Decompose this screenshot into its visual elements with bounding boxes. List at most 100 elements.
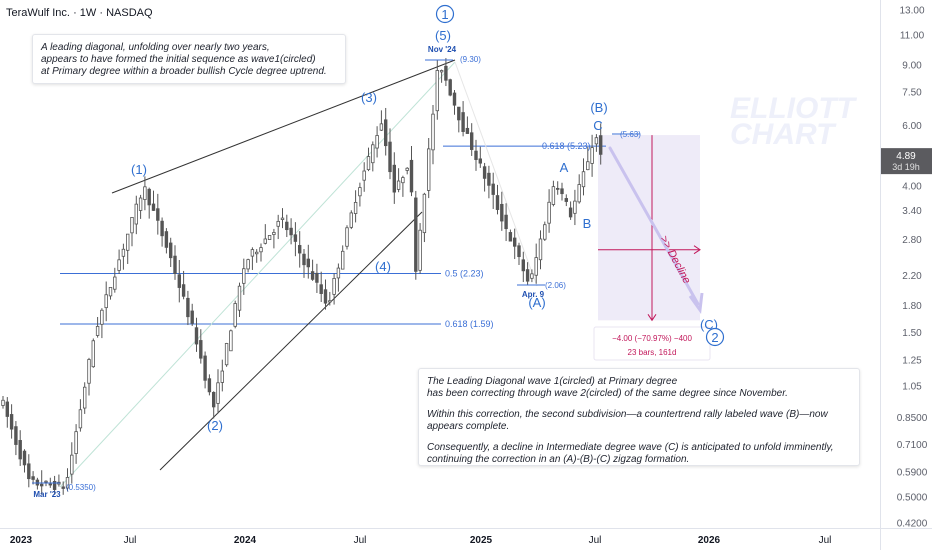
candle-body: [543, 224, 547, 240]
candle-body: [383, 119, 388, 147]
candle-body: [224, 343, 229, 366]
symbol-name[interactable]: TeraWulf Inc.: [6, 7, 70, 19]
candle-body: [285, 221, 289, 231]
pivot-date-label: Mar '23: [33, 490, 61, 499]
candle-body: [83, 386, 87, 409]
pivot-value-label: (0.5350): [66, 483, 96, 492]
candle-body: [168, 242, 173, 259]
candle-body: [353, 201, 358, 214]
watermark-line2: CHART: [730, 118, 837, 151]
wave-label: (A): [528, 295, 545, 310]
annotation-note-top[interactable]: A leading diagonal, unfolding over nearl…: [32, 34, 346, 84]
candle-body: [130, 217, 134, 234]
candle-body: [586, 161, 590, 171]
note-bottom-p3: Consequently, a decline in Intermediate …: [427, 442, 834, 465]
candle-body: [422, 193, 427, 234]
candle-body: [267, 235, 272, 240]
candle-body: [504, 214, 508, 230]
candle-body: [61, 486, 65, 489]
wave-label: A: [560, 160, 569, 175]
watermark-line1: ELLIOTT: [730, 92, 858, 125]
wave-1-guide: [59, 61, 456, 488]
candle-body: [487, 172, 491, 186]
projection-change: −4.00 (−70.97%) −400: [612, 334, 692, 343]
candle-body: [345, 227, 349, 247]
candle-body: [538, 238, 543, 261]
candle-body: [27, 463, 31, 480]
candle-body: [190, 310, 194, 324]
candle-body: [323, 289, 328, 304]
candle-body: [534, 257, 538, 276]
wave-label: C: [593, 118, 602, 133]
chart-header: TeraWulf Inc. · 1W · NASDAQ: [6, 7, 153, 19]
candle-body: [259, 247, 263, 253]
candle-body: [173, 255, 177, 274]
candle-body: [9, 414, 14, 430]
x-tick-label: 2026: [698, 535, 721, 546]
candle-body: [465, 127, 470, 134]
candle-body: [392, 164, 396, 193]
candle-body: [138, 197, 143, 211]
candle-body: [289, 227, 293, 236]
price-badge-value: 4.89: [896, 151, 916, 162]
y-tick-label: 0.4200: [897, 519, 928, 530]
candle-body: [491, 183, 495, 195]
candle-body: [310, 271, 315, 280]
x-tick-label: Jul: [819, 535, 832, 546]
candle-body: [293, 234, 298, 242]
wave-label: B: [583, 216, 592, 231]
candle-body: [117, 259, 121, 271]
price-badge: [881, 148, 932, 175]
candle-body: [147, 188, 151, 206]
candle-body: [164, 231, 169, 248]
wave-label: (4): [375, 259, 391, 274]
candle-body: [521, 259, 525, 272]
candle-body: [500, 203, 504, 222]
interval[interactable]: 1W: [79, 7, 97, 19]
candle-body: [349, 212, 353, 228]
candle-body: [1, 399, 5, 406]
y-tick-label: 0.5900: [897, 468, 928, 479]
pivot-date-label: Apr. 9: [522, 290, 545, 299]
candle-body: [340, 250, 345, 270]
candle-body: [95, 326, 100, 336]
candle-body: [396, 180, 401, 190]
candle-body: [220, 370, 224, 383]
candle-body: [104, 294, 108, 309]
wave-circle-icon: [705, 327, 725, 347]
candle-body: [246, 259, 250, 270]
candle-body: [452, 92, 457, 106]
candle-body: [568, 207, 573, 218]
candle-body: [74, 431, 78, 454]
candle-body: [156, 208, 160, 221]
candle-body: [272, 232, 276, 235]
wave-circle-icon: [435, 4, 455, 24]
candle-body: [478, 158, 482, 164]
candle-body: [177, 274, 181, 288]
y-tick-label: 13.00: [899, 6, 924, 17]
candle-body: [78, 409, 83, 429]
y-tick-label: 6.00: [902, 121, 922, 132]
wave-label: 2: [711, 330, 718, 345]
candle-body: [439, 70, 444, 73]
candle-body: [448, 79, 452, 96]
candle-body: [108, 287, 113, 297]
candle-body: [401, 177, 405, 184]
candle-body: [22, 450, 27, 466]
candle-body: [87, 359, 91, 384]
price-badge-countdown: 3d 19h: [892, 162, 920, 172]
arrow-right-icon: [693, 245, 701, 255]
candle-body: [280, 217, 285, 220]
x-tick-label: Jul: [124, 535, 137, 546]
candle-body: [40, 483, 44, 487]
candle-body: [444, 65, 448, 81]
annotation-note-bottom[interactable]: The Leading Diagonal wave 1(circled) at …: [418, 368, 860, 466]
wave-label: (B): [590, 100, 607, 115]
candle-body: [276, 220, 280, 227]
fib-level-label: 0.618 (1.59): [445, 319, 494, 329]
candle-body: [229, 330, 233, 352]
candle-body: [48, 483, 52, 486]
candle-body: [194, 327, 199, 345]
candle-body: [573, 200, 577, 214]
upper-trendline: [111, 59, 456, 194]
